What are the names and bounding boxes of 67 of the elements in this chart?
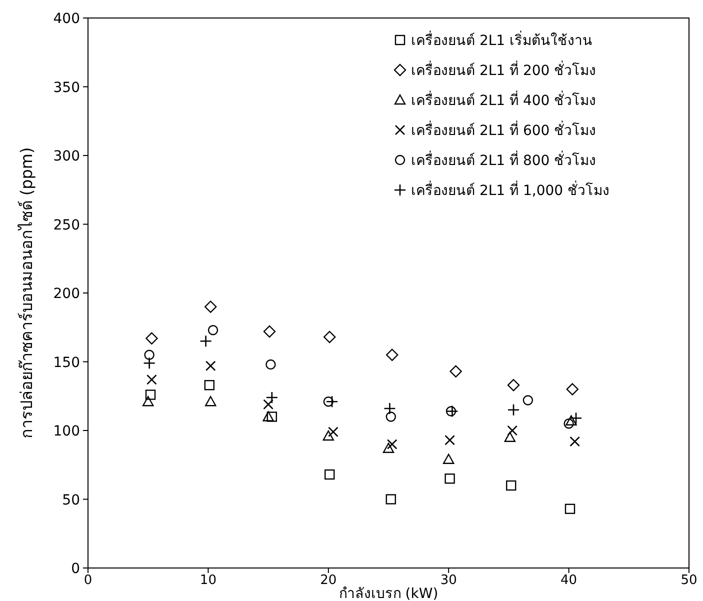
point — [443, 454, 454, 464]
point — [506, 480, 516, 491]
legend-label: เครื่องยนต์ 2L1 ที่ 400 ชั่วโมง — [411, 91, 596, 109]
point — [570, 436, 580, 447]
point — [386, 412, 396, 422]
y-axis-title: การปล่อยก๊าซคาร์บอนมอนอกไซด์ (ppm) — [17, 147, 36, 439]
point — [326, 395, 338, 408]
point — [382, 442, 394, 453]
point — [566, 415, 577, 426]
legend-label: เครื่องยนต์ 2L1 ที่ 800 ชั่วโมง — [411, 151, 596, 169]
point — [504, 432, 516, 442]
legend-label: เครื่องยนต์ 2L1 เริ่มต้นใช้งาน — [411, 31, 593, 49]
point — [444, 474, 455, 484]
point — [444, 434, 455, 446]
point — [522, 395, 534, 406]
point — [208, 325, 218, 336]
x-tick-label: 40 — [560, 573, 578, 588]
x-axis-title: กำลังเบรก (kW) — [338, 586, 438, 601]
point — [564, 504, 576, 514]
point — [266, 359, 276, 370]
point — [386, 348, 398, 361]
y-tick-label: 50 — [62, 492, 80, 508]
point — [144, 350, 154, 360]
y-tick-label: 300 — [53, 148, 80, 164]
point — [266, 412, 278, 422]
legend-label: เครื่องยนต์ 2L1 ที่ 200 ชั่วโมง — [411, 61, 596, 79]
x-tick-label: 10 — [200, 573, 216, 588]
y-tick-label: 100 — [53, 424, 80, 440]
y-tick-label: 250 — [53, 217, 80, 234]
point — [564, 418, 574, 429]
y-tick-label: 200 — [53, 286, 80, 302]
y-tick-label: 400 — [53, 11, 80, 27]
x-tick-label: 30 — [440, 573, 457, 588]
point — [384, 402, 396, 415]
point — [322, 430, 334, 441]
point — [146, 332, 158, 344]
point — [143, 356, 156, 370]
x-tick-label: 20 — [320, 573, 337, 588]
point — [507, 404, 520, 416]
point — [386, 494, 396, 504]
point — [204, 300, 217, 313]
point — [205, 396, 216, 406]
point — [323, 396, 334, 407]
y-tick-label: 150 — [53, 354, 80, 371]
point — [205, 360, 216, 372]
point — [142, 396, 154, 406]
x-tick-label: 50 — [680, 573, 698, 588]
point — [566, 383, 579, 396]
point — [450, 365, 462, 378]
point — [507, 379, 520, 392]
legend-label: เครื่องยนต์ 2L1 ที่ 600 ชั่วโมง — [411, 121, 596, 139]
point — [146, 374, 157, 385]
y-tick-label: 0 — [71, 561, 80, 577]
point — [200, 334, 212, 348]
point — [570, 412, 582, 424]
point — [204, 380, 214, 390]
point — [386, 439, 398, 450]
point — [328, 426, 338, 438]
point — [262, 411, 274, 422]
point — [145, 390, 156, 400]
y-tick-label: 350 — [53, 80, 80, 96]
point — [324, 330, 336, 344]
x-tick-label: 0 — [84, 573, 92, 588]
legend-label: เครื่องยนต์ 2L1 ที่ 1,000 ชั่วโมง — [411, 181, 610, 199]
point — [263, 325, 276, 338]
point — [507, 425, 518, 436]
point — [324, 469, 335, 480]
